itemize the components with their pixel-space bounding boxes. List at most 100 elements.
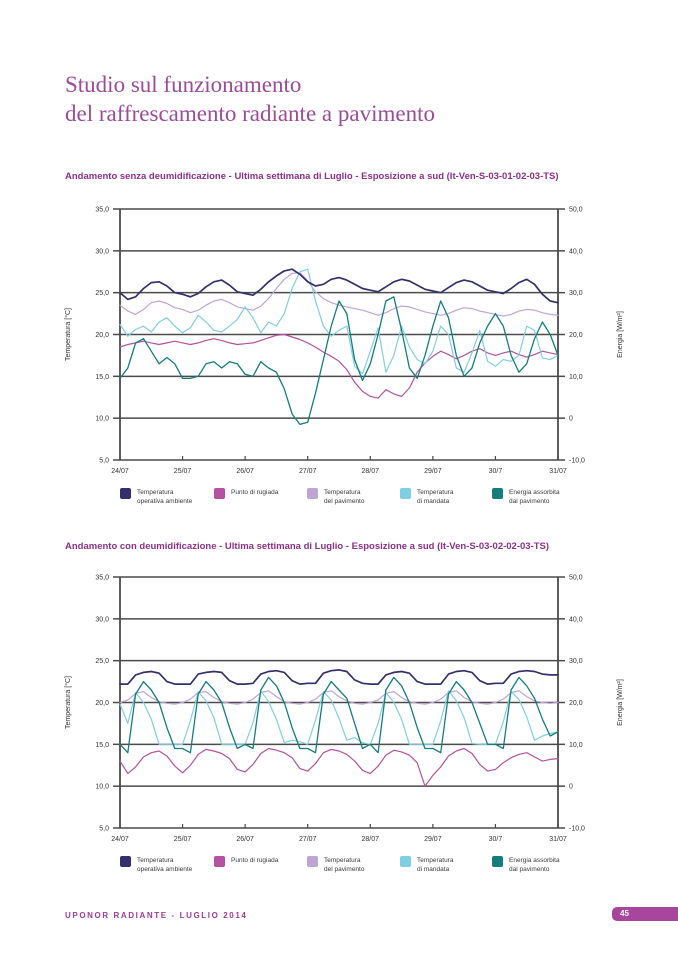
y-left-tick-label: 15,0	[95, 374, 109, 381]
y-left-axis-title: Temperatura [°C]	[64, 676, 72, 729]
y-right-tick-label: -10,0	[569, 458, 585, 465]
x-axis-label: 26/07	[236, 468, 254, 475]
y-left-tick-label: 35,0	[95, 575, 109, 582]
x-axis-label: 26/07	[236, 836, 254, 843]
legend-swatch	[492, 488, 503, 499]
legend-label: Punto di rugiada	[231, 857, 279, 864]
legend-item: Temperatura di mandata	[400, 856, 454, 874]
legend-label: Punto di rugiada	[231, 489, 279, 496]
y-right-tick-label: 10,0	[569, 374, 583, 381]
page-title-line2: del raffrescamento radiante a pavimento	[65, 101, 435, 126]
y-left-tick-label: 25,0	[95, 658, 109, 665]
legend-swatch	[400, 488, 411, 499]
legend-swatch	[307, 488, 318, 499]
legend-label: Energia assorbita dal pavimento	[509, 857, 560, 873]
y-left-tick-label: 10,0	[95, 784, 109, 791]
legend-swatch	[307, 856, 318, 867]
y-right-tick-label: 10,0	[569, 742, 583, 749]
legend-item: Temperatura del pavimento	[307, 856, 364, 874]
chart1-legend: Temperatura operativa ambiente Punto di ru…	[0, 488, 678, 516]
series-line-5	[119, 676, 559, 754]
y-left-tick-label: 30,0	[95, 248, 109, 255]
y-left-tick-label: 35,0	[95, 207, 109, 214]
legend-item: Energia assorbita dal pavimento	[492, 856, 560, 874]
legend-item: Temperatura operativa ambiente	[120, 488, 192, 506]
y-left-tick-label: 10,0	[95, 416, 109, 423]
series-line-5	[119, 296, 559, 426]
y-right-tick-label: 0	[569, 784, 573, 791]
page-title-line1: Studio sul funzionamento	[65, 72, 302, 97]
y-right-tick-label: 50,0	[569, 575, 583, 582]
x-axis-label: 29/07	[424, 468, 442, 475]
legend-label: Temperatura del pavimento	[324, 857, 365, 873]
x-axis-label: 28/07	[362, 836, 380, 843]
y-right-tick-label: 20,0	[569, 332, 583, 339]
y-right-tick-label: 40,0	[569, 248, 583, 255]
legend-swatch	[214, 856, 225, 867]
series-line-4	[119, 268, 559, 375]
x-axis-label: 24/07	[111, 468, 129, 475]
y-right-axis-title: Energia [W/m²]	[617, 679, 624, 726]
chart2-canvas: 35,0 50,0 30,0 40,0 25,0 30,0 20,0 20,0 15,0 10,0…	[64, 575, 624, 844]
y-right-tick-label: 30,0	[569, 658, 583, 665]
y-left-tick-label: 5,0	[99, 826, 109, 833]
x-axis-label: 24/07	[111, 836, 129, 843]
x-axis-label: 25/07	[174, 468, 192, 475]
y-left-tick-label: 20,0	[95, 700, 109, 707]
x-axis-label: 29/07	[424, 836, 442, 843]
legend-swatch	[492, 856, 503, 867]
legend-label: Temperatura operativa ambiente	[137, 857, 193, 873]
y-left-tick-label: 30,0	[95, 616, 109, 623]
series-line-2	[119, 747, 559, 787]
x-axis-label: 27/07	[299, 468, 317, 475]
legend-swatch	[400, 856, 411, 867]
series-line-4	[119, 690, 559, 745]
x-axis-label: 27/07	[299, 836, 317, 843]
y-right-tick-label: 20,0	[569, 700, 583, 707]
x-axis-label: 30/7	[489, 836, 503, 843]
legend-label: Temperatura del pavimento	[324, 489, 365, 505]
legend-item: Energia assorbita dal pavimento	[492, 488, 560, 506]
footer-text: UPONOR RADIANTE - LUGLIO 2014	[65, 911, 248, 920]
y-right-tick-label: 40,0	[569, 616, 583, 623]
y-left-tick-label: 25,0	[95, 290, 109, 297]
y-right-tick-label: 0	[569, 416, 573, 423]
legend-swatch	[120, 856, 131, 867]
legend-label: Energia assorbita dal pavimento	[509, 489, 560, 505]
x-axis-label: 25/07	[174, 836, 192, 843]
page-number-badge: 45	[612, 907, 678, 921]
chart2-title: Andamento con deumidificazione - Ultima …	[65, 541, 550, 552]
x-axis-label: 31/07	[549, 468, 567, 475]
legend-label: Temperatura di mandata	[417, 489, 454, 505]
y-right-tick-label: -10,0	[569, 826, 585, 833]
y-left-tick-label: 15,0	[95, 742, 109, 749]
legend-item: Temperatura di mandata	[400, 488, 454, 506]
series-line-1	[119, 669, 559, 685]
legend-swatch	[120, 488, 131, 499]
series-line-1	[119, 268, 559, 304]
y-left-tick-label: 20,0	[95, 332, 109, 339]
legend-label: Temperatura operativa ambiente	[137, 489, 193, 505]
y-left-axis-title: Temperatura [°C]	[64, 308, 72, 361]
legend-swatch	[214, 488, 225, 499]
series-line-3	[119, 271, 559, 317]
x-axis-label: 31/07	[549, 836, 567, 843]
x-axis-label: 30/7	[489, 468, 503, 475]
legend-item: Punto di rugiada	[214, 488, 278, 499]
page-title: Studio sul funzionamento del raffrescamen…	[65, 70, 435, 128]
chart1-canvas: 35,0 50,0 30,0 40,0 25,0 30,0 20,0 20,0 15,0 10,0…	[64, 207, 624, 476]
legend-label: Temperatura di mandata	[417, 857, 454, 873]
y-left-tick-label: 5,0	[99, 458, 109, 465]
chart2-legend: Temperatura operativa ambiente Punto di ru…	[0, 856, 678, 884]
series-line-3	[119, 690, 559, 705]
series-line-2	[119, 333, 559, 399]
x-axis-label: 28/07	[362, 468, 380, 475]
legend-item: Temperatura del pavimento	[307, 488, 364, 506]
y-right-tick-label: 30,0	[569, 290, 583, 297]
legend-item: Punto di rugiada	[214, 856, 278, 867]
legend-item: Temperatura operativa ambiente	[120, 856, 192, 874]
y-right-axis-title: Energia [W/m²]	[617, 311, 624, 358]
page-number: 45	[620, 909, 629, 918]
chart1-title: Andamento senza deumidificazione - Ultim…	[65, 171, 559, 182]
